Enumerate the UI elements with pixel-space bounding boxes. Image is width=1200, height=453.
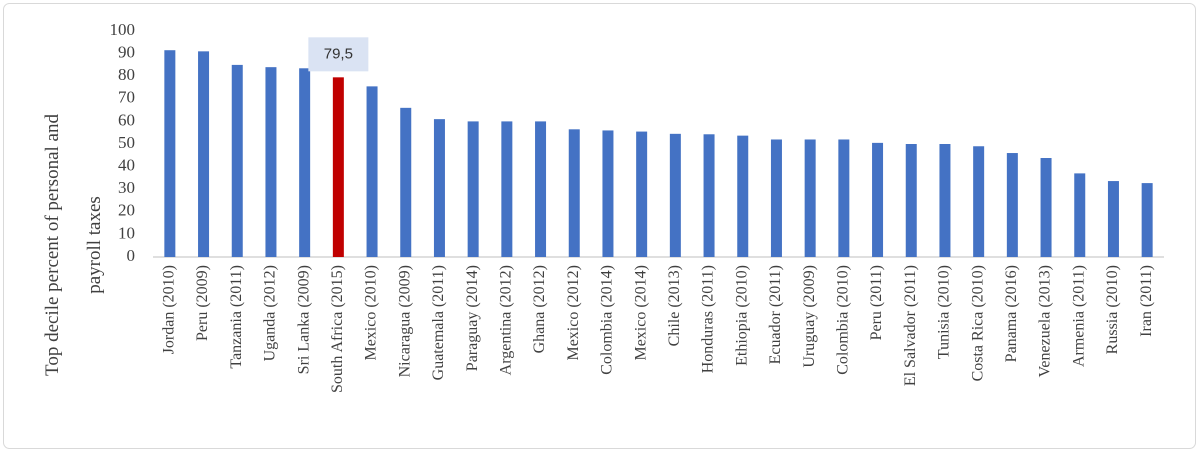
x-tick-label: Uganda (2012) <box>262 265 279 361</box>
bar <box>669 133 681 257</box>
x-tick-label: Mexico (2012) <box>565 265 582 361</box>
bar <box>299 68 311 257</box>
x-tick-label: Peru (2009) <box>194 265 211 341</box>
bar <box>636 131 648 257</box>
bar <box>433 119 445 257</box>
bar <box>838 139 850 257</box>
bar <box>905 144 917 257</box>
bar <box>501 121 513 258</box>
bar <box>467 121 479 258</box>
x-tick-label: Iran (2011) <box>1138 265 1155 337</box>
x-tick-label: Venezuela (2013) <box>1037 265 1054 377</box>
x-tick-label: Colombia (2014) <box>599 265 616 375</box>
bar <box>872 142 884 257</box>
x-tick-label: Uruguay (2009) <box>801 265 818 368</box>
y-tick-label: 30 <box>118 178 135 197</box>
x-tick-label: Ghana (2012) <box>531 265 548 353</box>
bar <box>1074 173 1086 257</box>
y-tick-label: 70 <box>118 88 135 107</box>
bar <box>973 146 985 257</box>
x-tick-label: Tunisia (2010) <box>936 265 953 359</box>
data-label: 79,5 <box>324 45 353 62</box>
x-tick-label: Sri Lanka (2009) <box>295 265 312 374</box>
y-tick-label: 80 <box>118 65 135 84</box>
y-axis-title: payroll taxes <box>84 196 105 294</box>
bar <box>265 67 277 257</box>
x-tick-label: Guatemala (2011) <box>430 265 447 380</box>
y-tick-label: 50 <box>118 133 135 152</box>
x-tick-label: Jordan (2010) <box>161 265 178 354</box>
bar <box>231 64 243 258</box>
bar <box>737 135 749 257</box>
bar <box>770 139 782 257</box>
x-tick-label: Panama (2016) <box>1003 265 1020 362</box>
x-tick-label: Chile (2013) <box>666 265 683 346</box>
x-tick-label: Ecuador (2011) <box>767 265 784 364</box>
x-tick-label: Mexico (2014) <box>632 265 649 361</box>
x-tick-label: Peru (2011) <box>868 265 885 340</box>
bar <box>535 121 547 258</box>
bar <box>602 130 614 257</box>
x-tick-label: Armenia (2011) <box>1070 265 1087 367</box>
x-tick-label: El Salvador (2011) <box>902 265 919 386</box>
bar <box>1141 183 1153 257</box>
bar <box>332 77 344 257</box>
x-tick-label: Tanzania (2011) <box>228 265 245 369</box>
bar <box>198 51 210 258</box>
y-tick-label: 100 <box>110 20 136 39</box>
bar <box>703 134 715 257</box>
y-tick-label: 20 <box>118 201 135 220</box>
y-tick-label: 40 <box>118 156 135 175</box>
x-tick-label: Paraguay (2014) <box>464 265 481 371</box>
y-axis-title: Top decile percent of personal and <box>42 114 63 376</box>
bar <box>568 129 580 257</box>
x-tick-label: Russia (2010) <box>1104 265 1121 354</box>
y-tick-label: 0 <box>127 246 136 265</box>
bar <box>939 144 951 257</box>
x-tick-label: Mexico (2010) <box>363 265 380 361</box>
x-tick-label: Honduras (2011) <box>700 265 717 373</box>
x-tick-label: Ethiopia (2010) <box>733 265 750 366</box>
bar <box>804 139 816 257</box>
bar <box>1107 181 1119 257</box>
x-tick-label: South Africa (2015) <box>329 265 346 393</box>
bar <box>164 50 176 258</box>
y-tick-label: 60 <box>118 110 135 129</box>
bar <box>1040 158 1052 257</box>
bar <box>400 107 412 257</box>
bar <box>366 86 378 258</box>
bar <box>1006 153 1018 257</box>
y-tick-label: 90 <box>118 43 135 62</box>
x-tick-label: Costa Rica (2010) <box>969 265 986 381</box>
y-tick-label: 10 <box>118 223 135 242</box>
x-tick-label: Nicaragua (2009) <box>396 265 413 377</box>
data-label-box <box>308 37 369 72</box>
x-tick-label: Argentina (2012) <box>498 265 515 375</box>
x-tick-label: Colombia (2010) <box>835 265 852 375</box>
